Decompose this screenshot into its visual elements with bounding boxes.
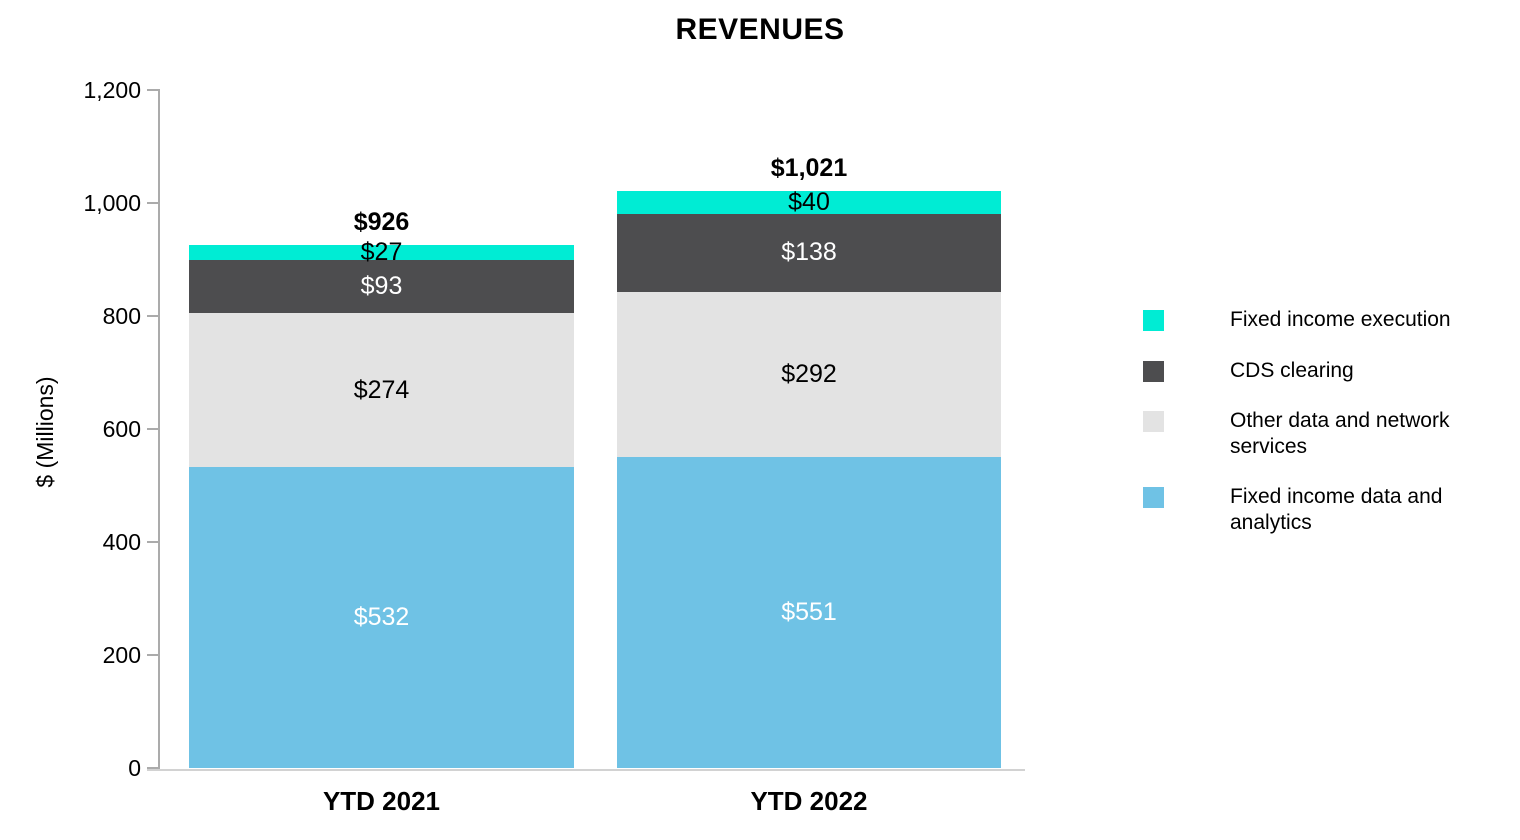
y-tick-label: 800: [102, 303, 141, 329]
x-axis-baseline: [147, 769, 1025, 771]
legend-label-cds-clearing: CDS clearing: [1230, 359, 1354, 382]
y-tick-mark: [147, 428, 159, 430]
bar-segment-ytd-2022-fixed-income-execution: $40: [617, 187, 1001, 216]
bar-segment-ytd-2021-other-data-and-network-services: $274: [189, 312, 574, 468]
segment-value-label: $27: [360, 237, 403, 266]
x-axis-category-label-ytd-2021: YTD 2021: [322, 786, 441, 816]
y-axis-line: [158, 89, 160, 770]
y-tick-label: 1,000: [83, 190, 141, 216]
y-tick-label: 600: [102, 416, 141, 442]
legend-label-fixed-income-data-and-analytics: Fixed income data and analytics: [1230, 485, 1443, 534]
segment-value-label: $532: [353, 603, 410, 632]
segment-value-label: $274: [353, 375, 410, 404]
legend-swatch-fixed-income-data-and-analytics: [1143, 487, 1164, 508]
segment-value-label: $292: [781, 359, 837, 388]
segment-value-label: $138: [781, 238, 837, 267]
legend-label-fixed-income-execution: Fixed income execution: [1230, 308, 1451, 331]
legend-swatch-cds-clearing: [1143, 361, 1164, 382]
y-tick-label: 200: [102, 642, 141, 668]
bar-segment-ytd-2022-fixed-income-data-and-analytics: $551: [617, 456, 1001, 768]
y-tick-label: 1,200: [83, 77, 141, 103]
y-tick-label: 0: [128, 755, 141, 781]
bar-segment-ytd-2022-other-data-and-network-services: $292: [617, 291, 1001, 457]
chart-title: REVENUES: [675, 13, 845, 46]
segment-value-label: $93: [360, 271, 403, 300]
y-tick-mark: [147, 767, 159, 769]
legend-swatch-other-data-and-network-services: [1143, 411, 1164, 432]
x-axis-category-label-ytd-2022: YTD 2022: [750, 786, 868, 816]
bar-segment-ytd-2022-cds-clearing: $138: [617, 213, 1001, 292]
y-tick-label: 400: [102, 529, 141, 555]
bar-segment-ytd-2021-fixed-income-execution: $27: [189, 238, 574, 266]
segment-value-label: $551: [781, 597, 837, 626]
bar-segment-ytd-2021-fixed-income-data-and-analytics: $532: [189, 467, 574, 768]
y-tick-mark: [147, 541, 159, 543]
y-tick-mark: [147, 89, 159, 91]
segment-value-label: $40: [788, 187, 830, 216]
y-tick-mark: [147, 315, 159, 317]
bar-total-label-ytd-2021: $926: [353, 207, 410, 236]
bar-segment-ytd-2021-cds-clearing: $93: [189, 260, 574, 313]
legend-label-other-data-and-network-services: Other data and network services: [1230, 409, 1450, 458]
bar-total-label-ytd-2022: $1,021: [770, 154, 848, 183]
y-tick-mark: [147, 654, 159, 656]
y-tick-mark: [147, 202, 159, 204]
legend-swatch-fixed-income-execution: [1143, 310, 1164, 331]
